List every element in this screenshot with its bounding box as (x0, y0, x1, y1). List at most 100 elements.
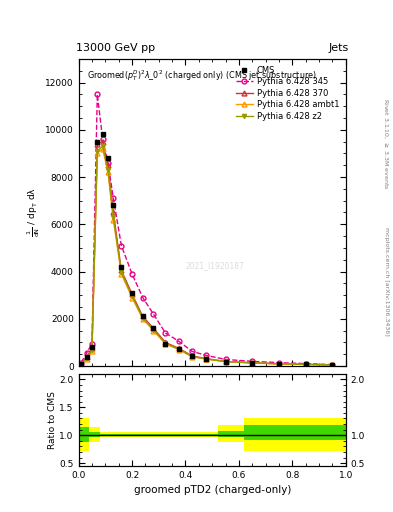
CMS (90, 344, 94, 350)
Pythia 6.428 ambt1 (190, 354, 195, 360)
CMS (140, 313, 145, 319)
Pythia 6.428 370 (151, 325, 156, 331)
CMS (130, 290, 134, 296)
Line: CMS: CMS (79, 132, 335, 368)
Pythia 6.428 z2 (223, 358, 228, 365)
Pythia 6.428 345 (277, 359, 281, 366)
Pythia 6.428 345 (100, 136, 105, 142)
Pythia 6.428 370 (250, 360, 255, 366)
Pythia 6.428 370 (190, 353, 195, 359)
Pythia 6.428 345 (163, 330, 168, 336)
CMS (95, 139, 100, 145)
Pythia 6.428 z2 (79, 361, 84, 367)
Pythia 6.428 z2 (163, 340, 168, 347)
Pythia 6.428 370 (140, 313, 145, 319)
CMS (303, 361, 308, 368)
Line: Pythia 6.428 z2: Pythia 6.428 z2 (79, 144, 334, 367)
Pythia 6.428 370 (79, 360, 84, 367)
Pythia 6.428 370 (330, 362, 335, 368)
Text: 2021_I1920187: 2021_I1920187 (185, 261, 244, 270)
Pythia 6.428 ambt1 (130, 294, 134, 301)
Pythia 6.428 z2 (330, 362, 335, 368)
Pythia 6.428 370 (163, 339, 168, 346)
Pythia 6.428 345 (130, 271, 134, 277)
Pythia 6.428 370 (119, 267, 124, 273)
Pythia 6.428 345 (106, 160, 110, 166)
X-axis label: groomed pTD2 (charged-only): groomed pTD2 (charged-only) (134, 485, 291, 495)
Legend: CMS, Pythia 6.428 345, Pythia 6.428 370, Pythia 6.428 ambt1, Pythia 6.428 z2: CMS, Pythia 6.428 345, Pythia 6.428 370,… (233, 63, 342, 123)
Pythia 6.428 ambt1 (79, 361, 84, 367)
Y-axis label: $\mathregular{\frac{1}{\mathrm{d}N}}$ / $\mathregular{\mathrm{d}p_T}$ $\mathregu: $\mathregular{\frac{1}{\mathrm{d}N}}$ / … (26, 187, 42, 238)
CMS (223, 358, 228, 365)
Pythia 6.428 z2 (303, 361, 308, 368)
Pythia 6.428 ambt1 (277, 361, 281, 367)
Pythia 6.428 z2 (119, 269, 124, 275)
Pythia 6.428 z2 (130, 293, 134, 299)
Line: Pythia 6.428 345: Pythia 6.428 345 (79, 92, 335, 367)
Pythia 6.428 345 (190, 348, 195, 354)
Pythia 6.428 ambt1 (223, 358, 228, 365)
Pythia 6.428 370 (223, 358, 228, 365)
Pythia 6.428 345 (95, 91, 100, 97)
CMS (151, 325, 156, 331)
CMS (79, 360, 84, 367)
Pythia 6.428 z2 (84, 355, 89, 361)
Pythia 6.428 370 (111, 209, 116, 216)
Pythia 6.428 345 (90, 340, 94, 347)
Text: 13000 GeV pp: 13000 GeV pp (76, 42, 155, 53)
CMS (277, 361, 281, 367)
CMS (330, 362, 335, 368)
Pythia 6.428 z2 (190, 353, 195, 359)
Pythia 6.428 ambt1 (176, 347, 181, 353)
Text: Jets: Jets (328, 42, 349, 53)
Pythia 6.428 ambt1 (151, 328, 156, 334)
Pythia 6.428 z2 (151, 327, 156, 333)
Pythia 6.428 370 (95, 141, 100, 147)
CMS (84, 354, 89, 360)
CMS (119, 264, 124, 270)
Pythia 6.428 345 (140, 294, 145, 301)
Pythia 6.428 345 (330, 361, 335, 368)
Pythia 6.428 345 (79, 359, 84, 366)
Pythia 6.428 z2 (95, 148, 100, 154)
Pythia 6.428 ambt1 (250, 360, 255, 366)
Pythia 6.428 ambt1 (119, 271, 124, 277)
Pythia 6.428 370 (84, 354, 89, 360)
Pythia 6.428 ambt1 (84, 356, 89, 362)
Pythia 6.428 ambt1 (90, 348, 94, 354)
Pythia 6.428 345 (119, 243, 124, 249)
Pythia 6.428 ambt1 (140, 316, 145, 322)
Pythia 6.428 z2 (250, 360, 255, 366)
CMS (176, 346, 181, 352)
Line: Pythia 6.428 ambt1: Pythia 6.428 ambt1 (79, 146, 335, 368)
Pythia 6.428 370 (303, 361, 308, 368)
CMS (190, 353, 195, 359)
Pythia 6.428 ambt1 (100, 145, 105, 152)
CMS (100, 132, 105, 138)
Pythia 6.428 ambt1 (111, 217, 116, 223)
Line: Pythia 6.428 370: Pythia 6.428 370 (79, 139, 335, 368)
CMS (106, 155, 110, 161)
Pythia 6.428 370 (100, 139, 105, 145)
Pythia 6.428 ambt1 (163, 340, 168, 347)
CMS (250, 360, 255, 366)
Pythia 6.428 z2 (111, 214, 116, 220)
Pythia 6.428 345 (203, 352, 208, 358)
Pythia 6.428 z2 (277, 361, 281, 367)
Pythia 6.428 ambt1 (106, 169, 110, 176)
Pythia 6.428 370 (203, 355, 208, 361)
Y-axis label: Ratio to CMS: Ratio to CMS (48, 391, 57, 449)
Pythia 6.428 345 (250, 358, 255, 365)
CMS (111, 202, 116, 208)
Pythia 6.428 345 (223, 356, 228, 362)
Pythia 6.428 z2 (176, 346, 181, 352)
Pythia 6.428 345 (176, 338, 181, 345)
Text: Groomed$(p_T^D)^2\lambda\_0^2$ (charged only) (CMS jet substructure): Groomed$(p_T^D)^2\lambda\_0^2$ (charged … (86, 68, 316, 83)
Pythia 6.428 ambt1 (330, 362, 335, 368)
Pythia 6.428 345 (111, 195, 116, 201)
Pythia 6.428 z2 (106, 167, 110, 173)
Pythia 6.428 z2 (203, 356, 208, 362)
Pythia 6.428 345 (303, 360, 308, 367)
Text: Rivet 3.1.10, $\geq$ 3.3M events: Rivet 3.1.10, $\geq$ 3.3M events (382, 98, 389, 189)
Pythia 6.428 345 (151, 311, 156, 317)
